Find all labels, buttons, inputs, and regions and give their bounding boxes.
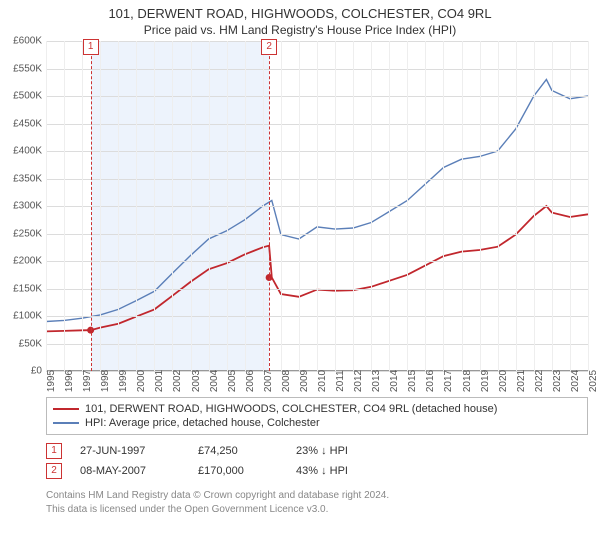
sale-price: £74,250 — [198, 445, 278, 457]
x-gridline — [227, 41, 228, 371]
x-gridline — [353, 41, 354, 371]
y-tick-label: £600K — [13, 36, 42, 47]
x-gridline — [100, 41, 101, 371]
sale-date: 27-JUN-1997 — [80, 445, 180, 457]
sale-vs-hpi: 23% ↓ HPI — [296, 445, 348, 457]
legend-row: HPI: Average price, detached house, Colc… — [53, 416, 581, 430]
x-gridline — [172, 41, 173, 371]
x-gridline — [64, 41, 65, 371]
sale-index-badge: 1 — [46, 443, 62, 459]
x-gridline — [534, 41, 535, 371]
x-gridline — [263, 41, 264, 371]
x-gridline — [407, 41, 408, 371]
x-gridline — [516, 41, 517, 371]
chart-container: { "title_line1": "101, DERWENT ROAD, HIG… — [0, 0, 600, 560]
x-gridline — [299, 41, 300, 371]
sale-date: 08-MAY-2007 — [80, 465, 180, 477]
x-gridline — [209, 41, 210, 371]
x-gridline — [154, 41, 155, 371]
sale-marker-badge: 1 — [83, 39, 99, 55]
x-gridline — [371, 41, 372, 371]
x-gridline — [462, 41, 463, 371]
y-tick-label: £300K — [13, 201, 42, 212]
x-gridline — [425, 41, 426, 371]
x-gridline — [498, 41, 499, 371]
y-tick-label: £50K — [19, 338, 42, 349]
chart-title-address: 101, DERWENT ROAD, HIGHWOODS, COLCHESTER… — [0, 0, 600, 21]
legend-label: HPI: Average price, detached house, Colc… — [85, 417, 320, 429]
y-tick-label: £100K — [13, 311, 42, 322]
footer-line-2: This data is licensed under the Open Gov… — [46, 503, 588, 517]
x-gridline — [443, 41, 444, 371]
sale-row: 2 08-MAY-2007 £170,000 43% ↓ HPI — [46, 461, 588, 481]
y-tick-label: £200K — [13, 256, 42, 267]
y-tick-label: £550K — [13, 63, 42, 74]
x-gridline — [281, 41, 282, 371]
x-gridline — [552, 41, 553, 371]
footer-line-1: Contains HM Land Registry data © Crown c… — [46, 489, 588, 503]
sale-price: £170,000 — [198, 465, 278, 477]
sale-marker-line — [91, 41, 92, 371]
attribution-footer: Contains HM Land Registry data © Crown c… — [46, 489, 588, 516]
legend-box: 101, DERWENT ROAD, HIGHWOODS, COLCHESTER… — [46, 397, 588, 435]
sale-index-badge: 2 — [46, 463, 62, 479]
y-tick-label: £350K — [13, 173, 42, 184]
legend-label: 101, DERWENT ROAD, HIGHWOODS, COLCHESTER… — [85, 403, 497, 415]
sale-marker-line — [269, 41, 270, 371]
y-tick-label: £500K — [13, 91, 42, 102]
x-gridline — [46, 41, 47, 371]
legend-swatch — [53, 422, 79, 424]
y-tick-label: £0 — [31, 366, 42, 377]
x-gridline — [588, 41, 589, 371]
x-gridline — [570, 41, 571, 371]
x-gridline — [118, 41, 119, 371]
x-gridline — [335, 41, 336, 371]
sale-row: 1 27-JUN-1997 £74,250 23% ↓ HPI — [46, 441, 588, 461]
plot-area: £0£50K£100K£150K£200K£250K£300K£350K£400… — [46, 41, 588, 371]
legend-swatch — [53, 408, 79, 410]
sale-vs-hpi: 43% ↓ HPI — [296, 465, 348, 477]
sale-marker-badge: 2 — [261, 39, 277, 55]
sales-table: 1 27-JUN-1997 £74,250 23% ↓ HPI 2 08-MAY-2007… — [46, 441, 588, 481]
y-tick-label: £450K — [13, 118, 42, 129]
x-gridline — [82, 41, 83, 371]
y-tick-label: £250K — [13, 228, 42, 239]
x-gridline — [245, 41, 246, 371]
x-gridline — [136, 41, 137, 371]
y-tick-label: £400K — [13, 146, 42, 157]
x-gridline — [317, 41, 318, 371]
y-tick-label: £150K — [13, 283, 42, 294]
chart-subtitle: Price paid vs. HM Land Registry's House … — [0, 21, 600, 41]
legend-row: 101, DERWENT ROAD, HIGHWOODS, COLCHESTER… — [53, 402, 581, 416]
chart-area: £0£50K£100K£150K£200K£250K£300K£350K£400… — [46, 41, 588, 391]
x-gridline — [389, 41, 390, 371]
x-gridline — [191, 41, 192, 371]
x-gridline — [480, 41, 481, 371]
